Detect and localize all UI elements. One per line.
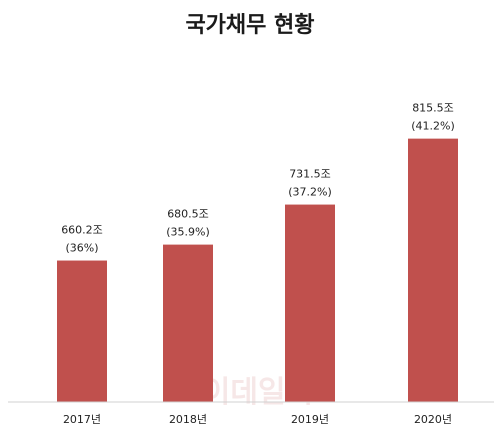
x-tick-label-4: 2020년 xyxy=(414,413,452,426)
x-axis-tick-labels: 2017년 2018년 2019년 2020년 xyxy=(63,413,452,426)
chart-title: 국가채무 현황 xyxy=(185,13,314,38)
bars xyxy=(57,138,458,402)
bar-1 xyxy=(57,260,107,402)
value-label-2: 680.5조 xyxy=(167,208,209,221)
bar-2 xyxy=(163,244,213,402)
value-label-4: 815.5조 xyxy=(412,102,454,115)
ratio-labels: (36%) (35.9%) (37.2%) (41.2%) xyxy=(65,120,454,255)
value-label-3: 731.5조 xyxy=(289,168,331,181)
x-tick-label-1: 2017년 xyxy=(63,413,101,426)
ratio-label-1: (36%) xyxy=(65,242,98,255)
value-labels: 660.2조 680.5조 731.5조 815.5조 xyxy=(61,102,454,237)
ratio-label-3: (37.2%) xyxy=(288,186,332,199)
bar-4 xyxy=(408,138,458,402)
ratio-label-2: (35.9%) xyxy=(166,226,210,239)
x-tick-label-3: 2019년 xyxy=(291,413,329,426)
value-label-1: 660.2조 xyxy=(61,224,103,237)
x-tick-label-2: 2018년 xyxy=(169,413,207,426)
bar-3 xyxy=(285,204,335,402)
ratio-label-4: (41.2%) xyxy=(411,120,455,133)
